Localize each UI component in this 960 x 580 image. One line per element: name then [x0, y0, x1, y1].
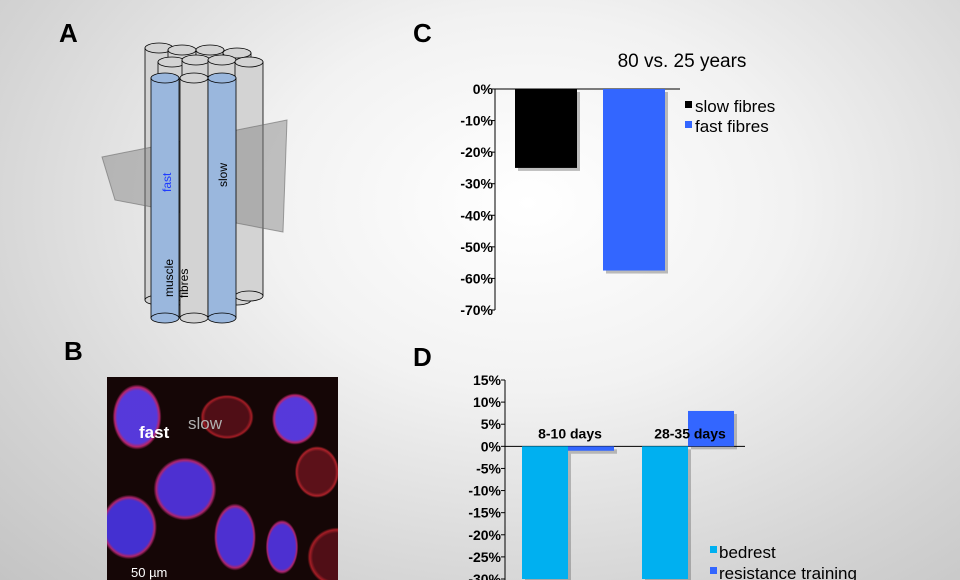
bar [522, 446, 568, 579]
y-tick-label: -70% [460, 302, 493, 318]
y-tick-label: -60% [460, 270, 493, 286]
y-tick-label: -40% [460, 207, 493, 223]
panel-label-a: A [59, 18, 78, 48]
y-tick-label: -15% [468, 505, 501, 521]
back-fibre-top [195, 44, 225, 56]
y-tick-label: -20% [460, 144, 493, 160]
muscle-label: muscle [162, 259, 176, 297]
bar [642, 446, 688, 579]
panel-label-b: B [64, 336, 83, 366]
micrograph-fast-label: fast [139, 423, 170, 442]
slow-fibre [207, 72, 237, 324]
bar [515, 89, 577, 168]
muscle-fibre-body [179, 77, 209, 319]
fast-fibre [150, 72, 180, 324]
muscle-fibre-top [179, 72, 209, 84]
legend-label: resistance training [719, 564, 857, 580]
y-tick-label: -30% [460, 176, 493, 192]
back-fibre-top [207, 54, 237, 66]
legend-swatch [710, 546, 717, 553]
scale-bar-label: 50 µm [131, 565, 168, 580]
micrograph-slow-label: slow [188, 414, 223, 433]
y-tick-label: -20% [468, 527, 501, 543]
y-tick-label: -25% [468, 549, 501, 565]
muscle-fibre-bottom [179, 312, 209, 324]
back-fibre-body [234, 61, 264, 297]
micrograph-image [107, 377, 338, 580]
y-tick-label: 15% [473, 372, 502, 388]
slow-fibre-label: slow [216, 163, 230, 187]
panel-label-d: D [413, 342, 432, 372]
legend-swatch [685, 101, 692, 108]
y-tick-label: -10% [460, 113, 493, 129]
chart-title: 80 vs. 25 years [618, 51, 747, 72]
y-tick-label: 0% [481, 438, 502, 454]
muscle-fibre [179, 72, 209, 324]
slow-fibre-body [207, 77, 237, 319]
fast-fibre-bottom [150, 312, 180, 324]
chart-bedrest-training: 15% 10% 5% 0% -5% -10% -15% -20% -25% -30% bedrest… [468, 372, 857, 580]
bar [568, 446, 614, 451]
back-fibre-bottom [234, 290, 264, 302]
y-tick-label: 0% [473, 81, 494, 97]
back-fibre [234, 56, 264, 302]
y-tick-label: 10% [473, 394, 502, 410]
y-tick-label: -10% [468, 483, 501, 499]
y-tick-label: -30% [468, 571, 501, 580]
y-tick-label: -5% [476, 460, 501, 476]
y-tick-label: 5% [481, 416, 502, 432]
back-fibre-top [181, 54, 211, 66]
legend-swatch [685, 121, 692, 128]
bar [603, 89, 665, 271]
category-label: 8-10 days [538, 425, 602, 441]
fast-fibre-label: fast [160, 172, 174, 192]
back-fibre-top [234, 56, 264, 68]
category-label: 28-35 days [654, 425, 726, 441]
muscle-fibre-diagram: fast slow muscle fibres [101, 42, 288, 324]
y-tick-label: -50% [460, 239, 493, 255]
legend-swatch [710, 567, 717, 574]
slow-fibre-bottom [207, 312, 237, 324]
bar [688, 410, 734, 447]
muscle-micrograph: fast slow 50 µm [107, 377, 338, 580]
slow-fibre-top [207, 72, 237, 84]
fast-fibre-body [150, 77, 180, 319]
fibres-label: fibres [177, 269, 191, 298]
panel-label-c: C [413, 18, 432, 48]
fast-fibre-top [150, 72, 180, 84]
legend-label: fast fibres [695, 117, 769, 136]
legend-label: slow fibres [695, 97, 775, 116]
back-fibre-top [167, 44, 197, 56]
legend-label: bedrest [719, 543, 776, 562]
front-fibres [150, 72, 237, 324]
bar-shadow [571, 449, 617, 454]
chart-age-comparison: 80 vs. 25 years 0% -10% -20% -30% -40% -50% -60… [460, 51, 775, 318]
